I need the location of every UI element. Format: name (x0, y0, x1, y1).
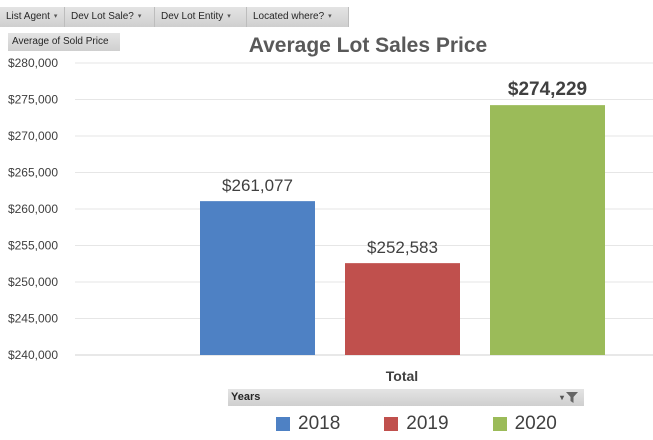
x-category-label: Total (386, 368, 418, 384)
y-tick-label: $240,000 (8, 348, 58, 362)
legend-item-2018: 2018 (276, 412, 340, 436)
legend-swatch (276, 417, 290, 431)
legend-label: 2020 (514, 413, 557, 434)
legend-item-2020: 2020 (492, 412, 557, 436)
y-tick-label: $255,000 (8, 239, 58, 253)
data-labels: $261,077 $252,583 $274,229 (222, 79, 587, 257)
years-field-label: Years (231, 391, 261, 403)
filter-dev-lot-entity[interactable]: Dev Lot Entity ▾ (155, 7, 247, 27)
data-label-2020: $274,229 (508, 79, 587, 100)
chevron-down-icon: ▾ (227, 13, 231, 20)
chevron-down-icon: ▾ (328, 13, 332, 20)
y-tick-label: $275,000 (8, 93, 58, 107)
y-tick-label: $265,000 (8, 166, 58, 180)
filter-dev-lot-sale[interactable]: Dev Lot Sale? ▾ (65, 7, 155, 27)
legend-label: 2019 (406, 413, 449, 434)
legend-label: 2018 (298, 413, 341, 434)
y-tick-label: $280,000 (8, 56, 58, 70)
y-tick-label: $245,000 (8, 312, 58, 326)
chart-title: Average Lot Sales Price (249, 34, 488, 57)
y-tick-label: $270,000 (8, 129, 58, 143)
years-field-button[interactable]: Years ▾ (228, 389, 584, 406)
bar-2019[interactable] (345, 263, 460, 355)
legend-swatch (492, 417, 507, 431)
data-label-2019: $252,583 (367, 238, 438, 257)
chevron-down-icon: ▾ (53, 13, 58, 20)
chevron-down-icon: ▾ (559, 393, 564, 402)
chart-legend: 2018 2019 2020 (276, 412, 557, 436)
y-tick-label: $250,000 (8, 275, 58, 289)
filter-label: List Agent (6, 11, 50, 22)
filter-label: Dev Lot Entity (161, 11, 224, 22)
report-filter-bar: List Agent ▾ Dev Lot Sale? ▾ Dev Lot Ent… (0, 7, 349, 27)
filter-list-agent[interactable]: List Agent ▾ (0, 7, 65, 27)
filter-funnel-icon[interactable] (566, 392, 578, 403)
data-label-2018: $261,077 (222, 176, 293, 195)
chevron-down-icon: ▾ (137, 13, 142, 20)
y-tick-label: $260,000 (8, 202, 58, 216)
bar-2020[interactable] (490, 105, 605, 356)
pivot-value-field-button[interactable]: Average of Sold Price (8, 33, 120, 51)
legend-swatch (384, 417, 399, 431)
legend-item-2019: 2019 (384, 412, 449, 436)
bar-2018[interactable] (200, 201, 315, 355)
filter-label: Dev Lot Sale? (71, 11, 134, 22)
y-axis: $240,000 $245,000 $250,000 $255,000 $260,000… (8, 56, 58, 362)
filter-located-where[interactable]: Located where? ▾ (247, 7, 349, 27)
bars (200, 105, 605, 356)
filter-label: Located where? (253, 11, 325, 22)
